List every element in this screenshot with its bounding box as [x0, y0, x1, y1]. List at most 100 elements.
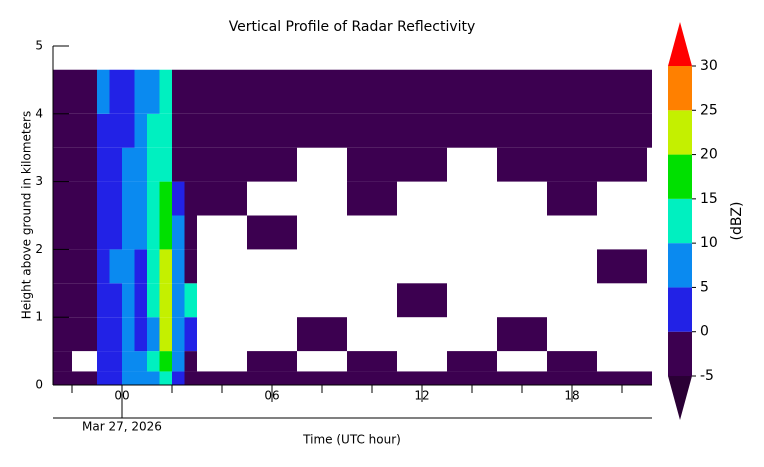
- heatmap-cell: [497, 371, 547, 385]
- heatmap-cell: [159, 215, 172, 250]
- heatmap-cell: [184, 113, 197, 148]
- y-tick-label: 1: [35, 310, 43, 324]
- heatmap-cell: [134, 113, 147, 148]
- heatmap-cell: [347, 351, 397, 372]
- heatmap-cell: [172, 215, 185, 250]
- x-tick-label: 00: [114, 389, 129, 403]
- heatmap-cell: [172, 113, 185, 148]
- heatmap-cell: [172, 283, 185, 318]
- heatmap-cell: [53, 283, 72, 318]
- heatmap-cell: [122, 147, 135, 182]
- heatmap-cell: [72, 113, 97, 148]
- heatmap-cell: [97, 181, 110, 216]
- heatmap-cell: [159, 181, 172, 216]
- heatmap-cell: [597, 371, 647, 385]
- heatmap-cell: [497, 317, 547, 352]
- heatmap-cell: [147, 69, 160, 114]
- colorbar-segment: [668, 287, 692, 332]
- colorbar-segment: [668, 331, 692, 376]
- heatmap-cell: [647, 113, 652, 148]
- heatmap-cell: [53, 371, 72, 385]
- heatmap-cell: [72, 215, 97, 250]
- y-tick-label: 3: [35, 174, 43, 188]
- heatmap-cell: [53, 249, 72, 284]
- heatmap-cell: [172, 351, 185, 372]
- heatmap-cell: [134, 69, 147, 114]
- heatmap-cell: [172, 147, 185, 182]
- colorbar-tick-label: 5: [700, 279, 709, 295]
- heatmap-cell: [647, 371, 652, 385]
- heatmap-cell: [184, 69, 197, 114]
- heatmap-cell: [122, 69, 135, 114]
- heatmap-cell: [109, 317, 122, 352]
- colorbar-tick-label: 10: [700, 235, 718, 251]
- heatmap-cell: [97, 317, 110, 352]
- heatmap-cell: [97, 147, 110, 182]
- heatmap-cell: [134, 317, 147, 352]
- colorbar-over: [668, 22, 692, 66]
- x-tick-label: 06: [264, 389, 279, 403]
- heatmap-cell: [547, 147, 597, 182]
- colorbar-segment: [668, 66, 692, 111]
- heatmap-cell: [197, 69, 247, 114]
- heatmap-cell: [109, 283, 122, 318]
- heatmap-cell: [597, 147, 647, 182]
- heatmap-cell: [122, 317, 135, 352]
- heatmap-cell: [184, 351, 197, 372]
- heatmap-cell: [97, 249, 110, 284]
- heatmap-cell: [247, 113, 297, 148]
- heatmap-cell: [97, 69, 110, 114]
- heatmap-cell: [159, 113, 172, 148]
- heatmap-cell: [147, 317, 160, 352]
- heatmap-cell: [547, 351, 597, 372]
- y-tick-label: 2: [35, 242, 43, 256]
- heatmap-cell: [72, 181, 97, 216]
- colorbar-segment: [668, 243, 692, 288]
- heatmap-cell: [134, 371, 147, 385]
- heatmap-cell: [134, 215, 147, 250]
- heatmap-cell: [122, 371, 135, 385]
- heatmap-cell: [347, 69, 397, 114]
- heatmap-cell: [447, 371, 497, 385]
- heatmap-cell: [53, 113, 72, 148]
- heatmap-cell: [159, 371, 172, 385]
- heatmap-cell: [497, 69, 547, 114]
- colorbar-segment: [668, 198, 692, 244]
- heatmap-cell: [97, 215, 110, 250]
- heatmap-cell: [159, 351, 172, 372]
- heatmap-cell: [184, 371, 197, 385]
- heatmap-cell: [134, 147, 147, 182]
- heatmap-cell: [53, 215, 72, 250]
- heatmap-cell: [347, 371, 397, 385]
- heatmap-cell: [53, 351, 72, 372]
- heatmap-cell: [247, 351, 297, 372]
- heatmap-cell: [497, 113, 547, 148]
- heatmap-cell: [159, 249, 172, 284]
- heatmap-cell: [97, 351, 110, 372]
- heatmap-cell: [147, 147, 160, 182]
- heatmap-cell: [447, 351, 497, 372]
- heatmap-cell: [347, 113, 397, 148]
- heatmap-cell: [597, 113, 647, 148]
- heatmap-cell: [597, 69, 647, 114]
- heatmap-cell: [53, 69, 72, 114]
- heatmap-cell: [72, 147, 97, 182]
- heatmap-cell: [347, 147, 397, 182]
- heatmap-cell: [172, 69, 185, 114]
- heatmap-cell: [647, 69, 652, 114]
- heatmap-cell: [159, 283, 172, 318]
- colorbar-segment: [668, 110, 692, 155]
- x-axis-label: Time (UTC hour): [302, 433, 401, 447]
- heatmap-cell: [97, 371, 110, 385]
- heatmap-cell: [109, 181, 122, 216]
- heatmap-cell: [397, 147, 447, 182]
- colorbar-tick-label: 15: [700, 191, 718, 207]
- heatmap-cell: [109, 371, 122, 385]
- heatmap-cell: [247, 69, 297, 114]
- heatmap-cell: [247, 371, 297, 385]
- heatmap-cell: [122, 351, 135, 372]
- heatmap-cell: [172, 317, 185, 352]
- heatmap-cell: [147, 371, 160, 385]
- heatmap-cell: [247, 147, 297, 182]
- heatmap-cell: [447, 113, 497, 148]
